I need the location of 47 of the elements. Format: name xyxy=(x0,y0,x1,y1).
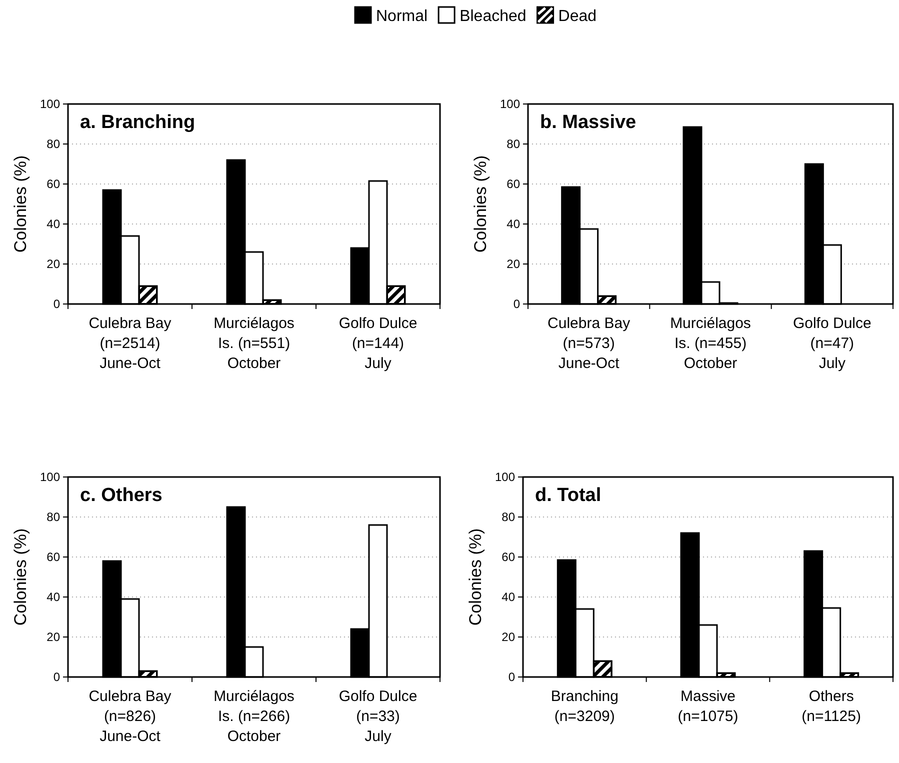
legend-label: Dead xyxy=(558,8,597,25)
y-axis-title: Colonies (%) xyxy=(11,155,30,253)
x-tick-label: Others (n=1125) xyxy=(802,688,862,725)
y-tick-label: 60 xyxy=(506,176,520,191)
y-tick-label: 60 xyxy=(46,550,60,564)
y-tick-label: 20 xyxy=(502,630,516,644)
y-axis-title: Colonies (%) xyxy=(11,528,30,626)
x-tick-label: Culebra Bay (n=573) June-Oct xyxy=(548,315,631,372)
y-tick-label: 60 xyxy=(46,176,60,191)
y-tick-label: 40 xyxy=(502,590,516,604)
y-tick-label: 60 xyxy=(502,550,516,564)
legend-label: Bleached xyxy=(460,8,526,25)
y-tick-label: 40 xyxy=(506,216,520,231)
y-axis-title: Colonies (%) xyxy=(466,528,485,626)
y-tick-label: 80 xyxy=(46,510,60,524)
y-tick-label: 40 xyxy=(46,590,60,604)
chart-title: b. Massive xyxy=(540,112,636,133)
x-tick-label: Golfo Dulce (n=33) July xyxy=(338,688,418,745)
chart-title: d. Total xyxy=(535,485,602,506)
x-tick-label: Branching (n=3209) xyxy=(550,688,618,725)
y-tick-label: 20 xyxy=(46,630,60,644)
y-tick-label: 100 xyxy=(40,470,60,484)
y-tick-label: 0 xyxy=(53,296,60,311)
x-tick-label: Murciélagos Is. (n=455) October xyxy=(670,315,751,372)
y-tick-label: 80 xyxy=(506,136,520,151)
y-axis-title: Colonies (%) xyxy=(471,155,490,253)
y-tick-label: 40 xyxy=(46,216,60,231)
x-tick-label: Culebra Bay (n=2514) June-Oct xyxy=(88,315,172,372)
legend-label: Normal xyxy=(376,8,428,25)
chart-title: c. Others xyxy=(80,485,162,506)
x-tick-label: Murciélagos Is. (n=266) October xyxy=(214,688,294,745)
x-tick-label: Culebra Bay (n=826) June-Oct xyxy=(88,688,172,745)
y-tick-label: 0 xyxy=(53,670,60,684)
y-tick-label: 100 xyxy=(494,470,516,484)
y-tick-label: 80 xyxy=(502,510,516,524)
x-tick-label: Massive (n=1075) xyxy=(678,688,738,725)
x-tick-label: Golfo Dulce (n=47) July xyxy=(792,315,872,372)
y-tick-label: 0 xyxy=(508,670,516,684)
y-tick-label: 100 xyxy=(500,96,520,111)
y-tick-label: 20 xyxy=(506,256,520,271)
x-tick-label: Murciélagos Is. (n=551) October xyxy=(214,315,294,372)
y-tick-label: 20 xyxy=(46,256,60,271)
x-tick-label: Golfo Dulce (n=144) July xyxy=(338,315,418,372)
y-tick-label: 100 xyxy=(40,96,60,111)
y-tick-label: 80 xyxy=(46,136,60,151)
chart-title: a. Branching xyxy=(80,112,196,133)
y-tick-label: 0 xyxy=(513,296,520,311)
